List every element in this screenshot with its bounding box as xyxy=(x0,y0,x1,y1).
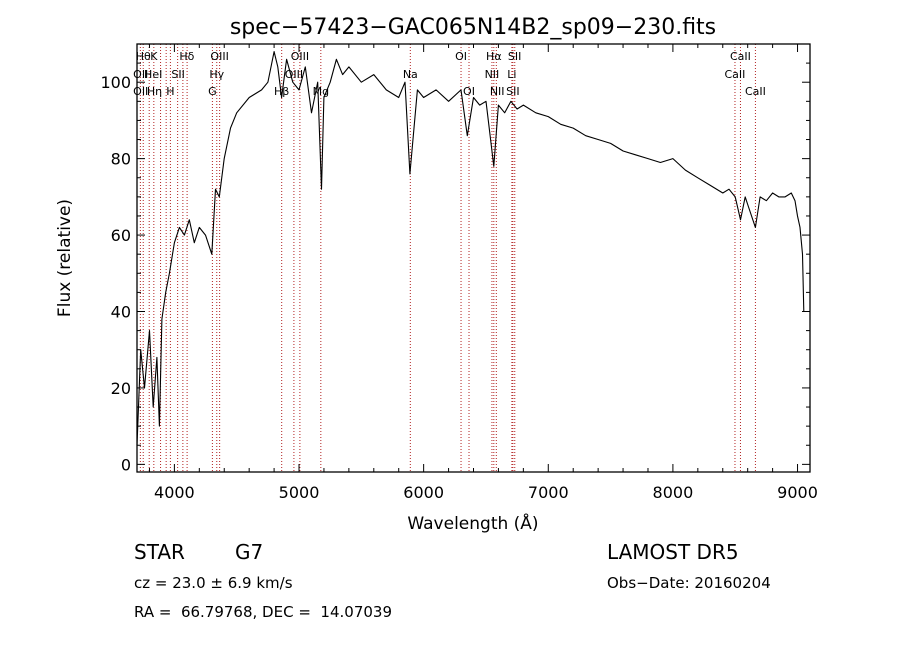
line-label: OI xyxy=(455,50,467,63)
line-label: Hη xyxy=(147,85,162,98)
line-label: Hθ xyxy=(136,50,151,63)
survey-name: LAMOST DR5 xyxy=(607,540,739,564)
emission-line-markers xyxy=(139,44,756,472)
y-tick-label: 40 xyxy=(111,303,131,322)
line-label: Na xyxy=(403,68,418,81)
line-label: CaII xyxy=(725,68,746,81)
x-tick-label: 9000 xyxy=(777,483,818,502)
y-tick-label: 80 xyxy=(111,150,131,169)
line-label: Hβ xyxy=(274,85,289,98)
line-label: SII xyxy=(171,68,184,81)
x-tick-label: 7000 xyxy=(528,483,569,502)
coordinates: RA = 66.79768, DEC = 14.07039 xyxy=(134,603,393,621)
spectral-subclass: G7 xyxy=(235,540,264,564)
x-axis-ticks: 4000 5000 6000 7000 8000 9000 xyxy=(148,44,818,502)
x-tick-label: 6000 xyxy=(403,483,444,502)
line-label: OIII xyxy=(291,50,309,63)
line-label: NII xyxy=(490,85,505,98)
y-tick-label: 20 xyxy=(111,379,131,398)
y-axis-ticks: 0 20 40 60 80 100 xyxy=(100,62,810,474)
line-label: K xyxy=(150,50,158,63)
spectrum-line xyxy=(136,51,805,446)
line-label: Hα xyxy=(486,50,502,63)
y-tick-label: 0 xyxy=(121,455,131,474)
line-label: SII xyxy=(508,50,521,63)
plot-frame xyxy=(136,43,811,473)
y-tick-label: 100 xyxy=(100,73,131,92)
object-class: STAR xyxy=(134,540,185,564)
line-label: G xyxy=(208,85,217,98)
y-axis-label: Flux (relative) xyxy=(55,199,75,317)
line-label: Li xyxy=(507,68,516,81)
line-label: CaII xyxy=(730,50,751,63)
line-label: OI xyxy=(463,85,475,98)
redshift-cz: cz = 23.0 ± 6.9 km/s xyxy=(134,574,293,592)
y-tick-label: 60 xyxy=(111,226,131,245)
chart-title: spec−57423−GAC065N14B2_sp09−230.fits xyxy=(230,15,716,40)
x-axis-label: Wavelength (Å) xyxy=(407,512,538,534)
line-label: OIII xyxy=(210,50,228,63)
line-label: CaII xyxy=(745,85,766,98)
line-label: Hγ xyxy=(209,68,224,81)
line-label: SII xyxy=(506,85,519,98)
x-tick-label: 8000 xyxy=(653,483,694,502)
x-tick-label: 5000 xyxy=(279,483,320,502)
spectrum-series xyxy=(136,51,805,446)
line-label: OIII xyxy=(285,68,303,81)
observation-date: Obs−Date: 20160204 xyxy=(607,574,771,592)
line-label: HeI xyxy=(144,68,162,81)
x-tick-label: 4000 xyxy=(154,483,195,502)
line-label: NII xyxy=(485,68,500,81)
line-label: Hδ xyxy=(179,50,194,63)
line-label: H xyxy=(166,85,174,98)
